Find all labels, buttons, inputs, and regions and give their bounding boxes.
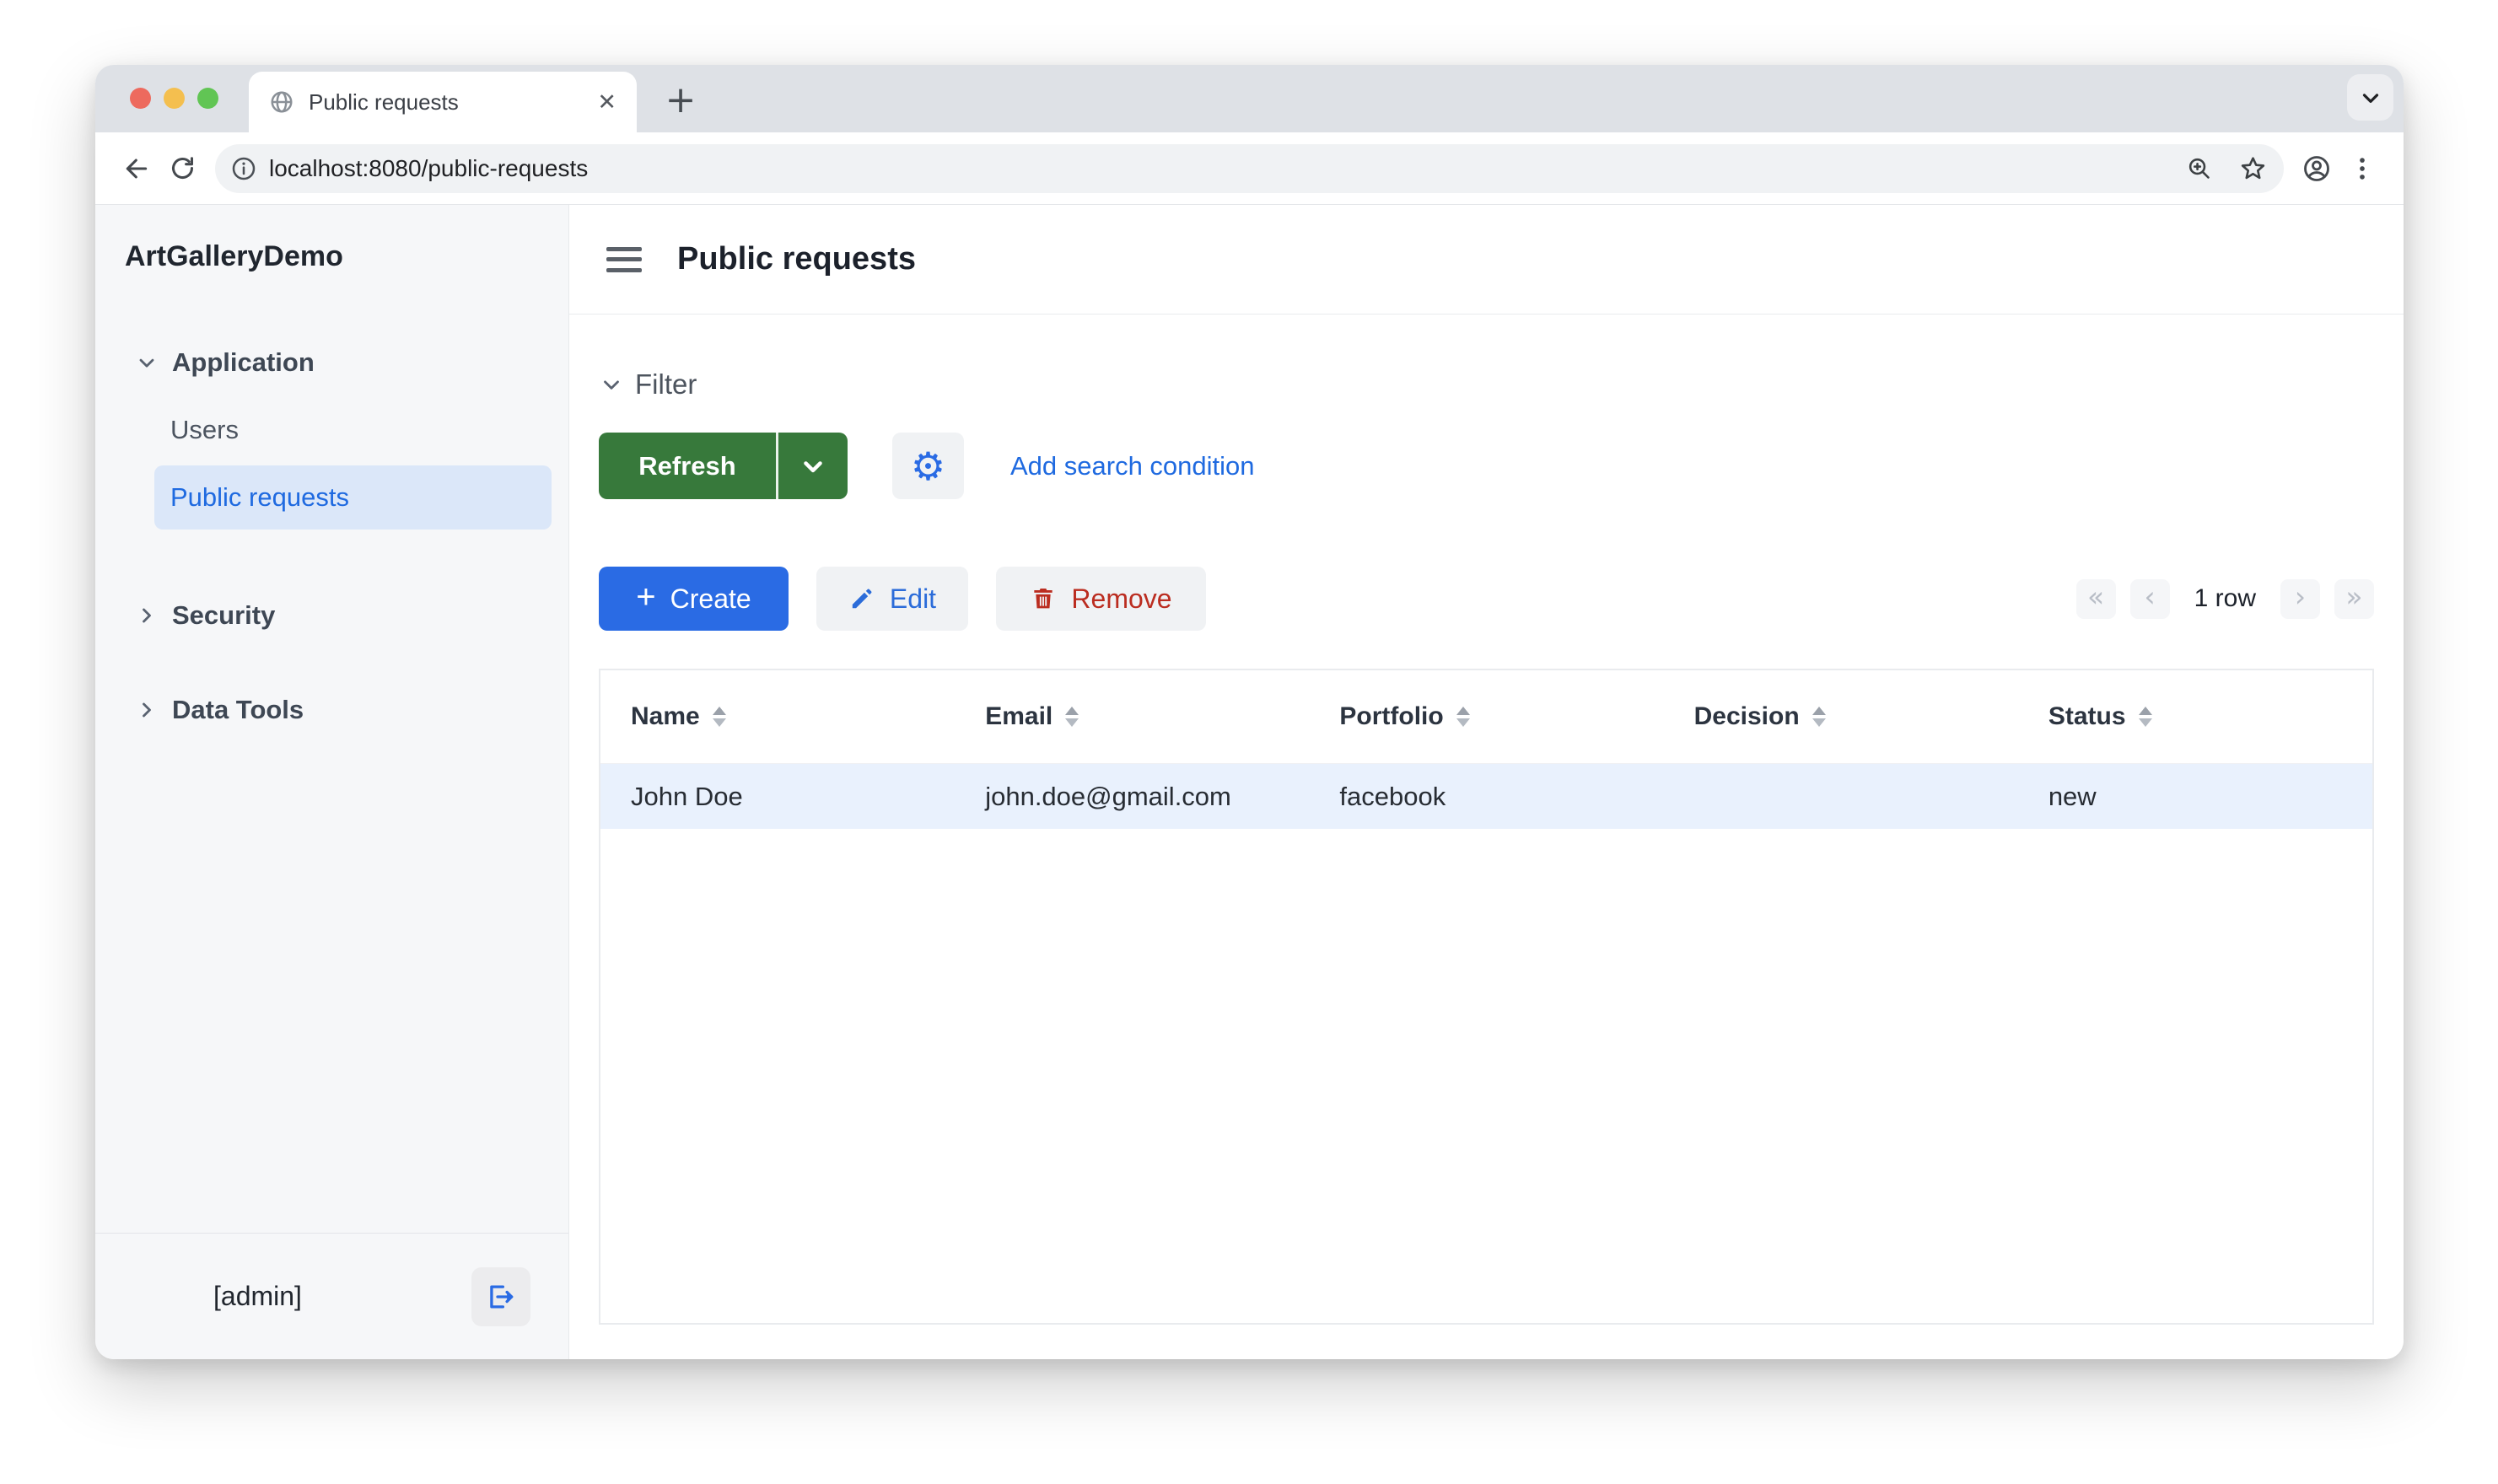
pencil-icon [848,585,875,612]
plus-icon: + [636,578,656,616]
chevron-down-icon [799,452,827,481]
close-window-button[interactable] [130,88,151,109]
sidebar-group-data-tools[interactable]: Data Tools [95,678,568,742]
profile-avatar-icon[interactable] [2294,146,2339,191]
minimize-window-button[interactable] [164,88,185,109]
sidebar-footer: [admin] [95,1233,568,1359]
browser-tab-strip: Public requests ✕ + [95,65,2404,132]
trash-icon [1030,585,1057,612]
sort-icon[interactable] [1065,707,1079,727]
sidebar-group-label: Data Tools [172,695,304,724]
new-tab-button[interactable]: + [659,78,703,122]
next-page-button[interactable]: › [2280,578,2320,619]
address-bar[interactable]: localhost:8080/public-requests [215,143,2284,193]
page-header: Public requests [569,205,2404,315]
gear-icon: ⚙ [910,443,946,489]
column-header-portfolio[interactable]: Portfolio [1309,702,1663,731]
sidebar-group-label: Security [172,600,276,630]
sort-icon[interactable] [712,707,726,727]
app-brand: ArtGalleryDemo [125,240,343,272]
zoom-page-icon[interactable] [2178,148,2220,190]
cell-email: john.doe@gmail.com [985,781,1231,811]
add-search-condition-link[interactable]: Add search condition [1010,450,1255,481]
table-row[interactable]: John Doe john.doe@gmail.com facebook new [600,764,2372,829]
back-button[interactable] [114,146,159,191]
tab-close-icon[interactable]: ✕ [597,89,616,116]
first-page-button[interactable]: « [2075,578,2116,619]
page-title: Public requests [677,241,916,277]
sort-icon[interactable] [1456,707,1470,727]
create-button[interactable]: + Create [599,567,789,631]
sidebar-nav: Application Users Public requests Securi… [95,331,568,742]
chevron-down-icon [599,372,624,397]
logout-icon [485,1281,517,1313]
sidebar-group-label: Application [172,347,315,377]
filter-collapse-toggle[interactable]: Filter [599,368,2374,401]
main-area: Public requests Filter Refresh [569,205,2404,1359]
url-text[interactable]: localhost:8080/public-requests [269,154,589,181]
sidebar-group-application[interactable]: Application [95,331,568,395]
chevron-down-icon [135,351,159,374]
app-region: ArtGalleryDemo Application Users Public … [95,205,2404,1359]
pagination: « ‹ 1 row › » [2075,578,2374,619]
previous-page-button[interactable]: ‹ [2129,578,2170,619]
logout-button[interactable] [471,1266,530,1326]
globe-favicon-icon [269,89,294,115]
browser-menu-icon[interactable] [2339,146,2385,191]
bookmark-star-icon[interactable] [2232,148,2274,190]
current-user-label: [admin] [213,1281,302,1311]
sort-icon[interactable] [2138,707,2152,727]
cell-name: John Doe [631,781,743,811]
reload-button[interactable] [159,146,205,191]
page-content: Filter Refresh ⚙ Add search co [569,315,2404,1359]
fullscreen-window-button[interactable] [197,88,218,109]
filter-toolbar: Refresh ⚙ Add search condition [599,433,2374,499]
site-info-icon[interactable] [230,155,257,182]
sidebar-group-security[interactable]: Security [95,583,568,648]
refresh-dropdown-button[interactable] [776,433,848,499]
tab-list-chevron-icon[interactable] [2347,74,2393,121]
browser-window: Public requests ✕ + localh [95,65,2404,1359]
browser-tab[interactable]: Public requests ✕ [249,72,637,132]
chevron-right-icon [135,698,159,722]
refresh-split-button: Refresh [599,433,848,499]
chevron-right-icon [135,604,159,627]
edit-button[interactable]: Edit [816,567,968,631]
table-header-row: Name Email Portfolio [600,670,2372,764]
window-controls [130,88,218,109]
row-count-label: 1 row [2194,584,2256,612]
refresh-button[interactable]: Refresh [599,433,776,499]
crud-buttons: + Create Edit [599,567,1206,631]
column-header-decision[interactable]: Decision [1664,702,2018,731]
cell-status: new [2048,781,2097,811]
sort-icon[interactable] [1812,707,1826,727]
sidebar-item-public-requests[interactable]: Public requests [154,465,552,530]
public-requests-table: Name Email Portfolio [599,669,2374,1325]
filter-label: Filter [635,368,697,400]
sidebar-item-users[interactable]: Users [170,415,239,444]
last-page-button[interactable]: » [2334,578,2374,619]
sidebar: ArtGalleryDemo Application Users Public … [95,205,569,1359]
hamburger-menu-icon[interactable] [606,245,642,274]
browser-toolbar: localhost:8080/public-requests [95,132,2404,205]
column-header-email[interactable]: Email [955,702,1309,731]
actions-row: + Create Edit [599,567,2374,631]
column-header-name[interactable]: Name [600,702,955,731]
filter-settings-button[interactable]: ⚙ [892,433,964,499]
column-header-status[interactable]: Status [2018,702,2372,731]
tab-title: Public requests [309,89,459,115]
cell-portfolio: facebook [1339,781,1446,811]
remove-button[interactable]: Remove [996,567,1206,631]
